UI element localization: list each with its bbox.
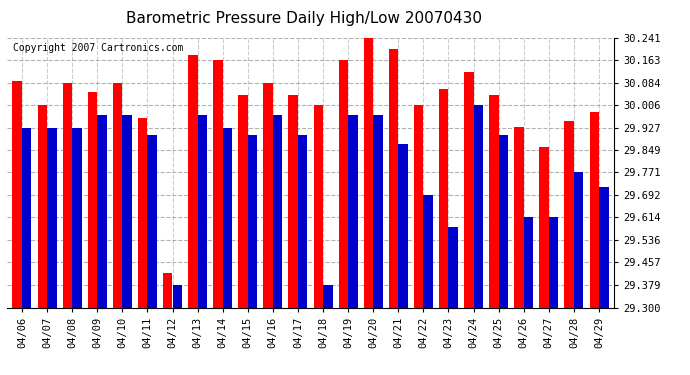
Bar (88, 92, 97, 308)
Bar (63, 82, 72, 308)
Text: Barometric Pressure Daily High/Low 20070430: Barometric Pressure Daily High/Low 20070… (126, 11, 482, 26)
Bar (524, 217, 533, 308)
Bar (589, 112, 599, 308)
Bar (489, 95, 499, 308)
Bar (414, 105, 424, 308)
Bar (138, 118, 148, 308)
Bar (238, 95, 248, 308)
Bar (540, 147, 549, 308)
Bar (148, 135, 157, 308)
Bar (288, 95, 298, 308)
Bar (223, 128, 233, 308)
Bar (574, 172, 584, 308)
Bar (439, 89, 449, 308)
Bar (112, 82, 122, 308)
Bar (47, 128, 57, 308)
Bar (273, 115, 282, 308)
Bar (323, 285, 333, 308)
Bar (97, 115, 107, 308)
Bar (464, 72, 473, 308)
Bar (213, 60, 223, 308)
Bar (313, 105, 323, 308)
Bar (348, 115, 357, 308)
Bar (22, 128, 32, 308)
Bar (424, 195, 433, 308)
Bar (398, 144, 408, 308)
Bar (37, 105, 47, 308)
Bar (473, 105, 483, 308)
Bar (373, 115, 383, 308)
Bar (122, 115, 132, 308)
Bar (448, 227, 458, 308)
Bar (599, 187, 609, 308)
Bar (549, 217, 558, 308)
Bar (163, 273, 172, 308)
Bar (339, 60, 348, 308)
Bar (12, 81, 22, 308)
Text: Copyright 2007 Cartronics.com: Copyright 2007 Cartronics.com (13, 43, 184, 53)
Bar (197, 115, 207, 308)
Bar (564, 121, 574, 308)
Bar (364, 38, 373, 308)
Bar (499, 135, 509, 308)
Bar (298, 135, 308, 308)
Bar (172, 285, 182, 308)
Bar (514, 127, 524, 308)
Bar (188, 55, 197, 308)
Bar (72, 128, 81, 308)
Bar (388, 49, 398, 308)
Bar (248, 135, 257, 308)
Bar (264, 82, 273, 308)
